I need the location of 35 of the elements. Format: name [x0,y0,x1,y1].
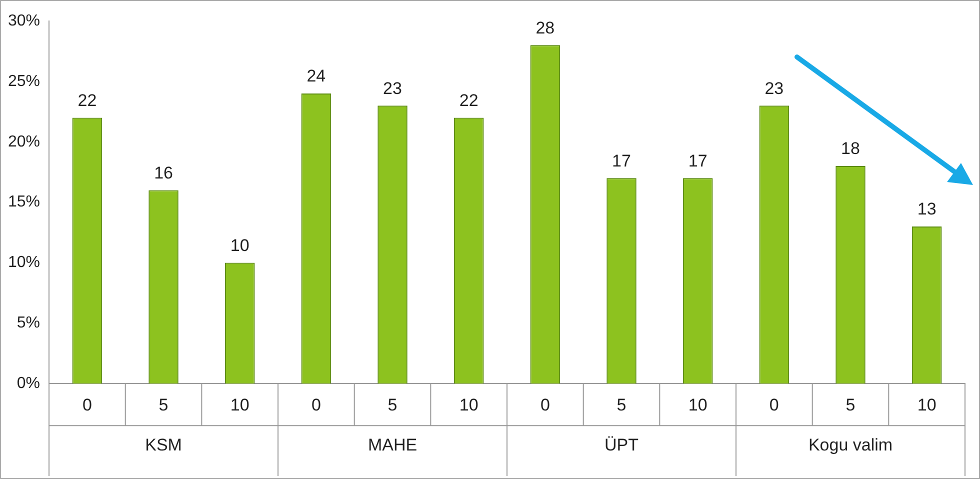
x-tick-label: 0 [540,395,550,414]
data-label: 18 [841,139,860,158]
data-label: 16 [154,163,173,182]
data-label: 24 [306,66,326,86]
data-label: 22 [459,90,478,110]
y-tick-label: 20% [8,133,40,150]
x-tick-label: 5 [388,395,398,414]
text: ÜPT [604,435,639,454]
data-label: 28 [536,18,555,38]
x-tick-label: 0 [311,395,321,414]
y-tick-label: 5% [16,314,40,332]
text: KSM [145,435,182,454]
y-tick-label: 0% [16,375,40,392]
data-label: 10 [230,236,250,255]
y-tick-label: 10% [8,254,40,272]
data-label: 22 [78,90,97,110]
x-tick-label: 10 [459,395,478,414]
x-tick-label: 5 [616,395,626,414]
x-tick-label: 0 [769,395,779,414]
x-tick-label: 10 [688,395,708,414]
data-label: 17 [612,151,631,170]
data-label: 13 [917,200,936,219]
data-label: 23 [383,78,402,98]
text: MAHE [368,435,418,454]
data-label: 23 [764,78,784,98]
x-tick-label: 10 [917,395,936,414]
x-tick-label: 10 [230,395,250,414]
text: Kogu valim [808,435,893,454]
x-tick-label: 5 [158,395,168,414]
x-tick-label: 5 [846,395,856,414]
y-tick-label: 25% [8,72,40,90]
x-tick-label: 0 [82,395,92,414]
y-tick-label: 30% [8,12,40,30]
data-label: 17 [688,151,708,170]
y-tick-label: 15% [8,194,40,211]
